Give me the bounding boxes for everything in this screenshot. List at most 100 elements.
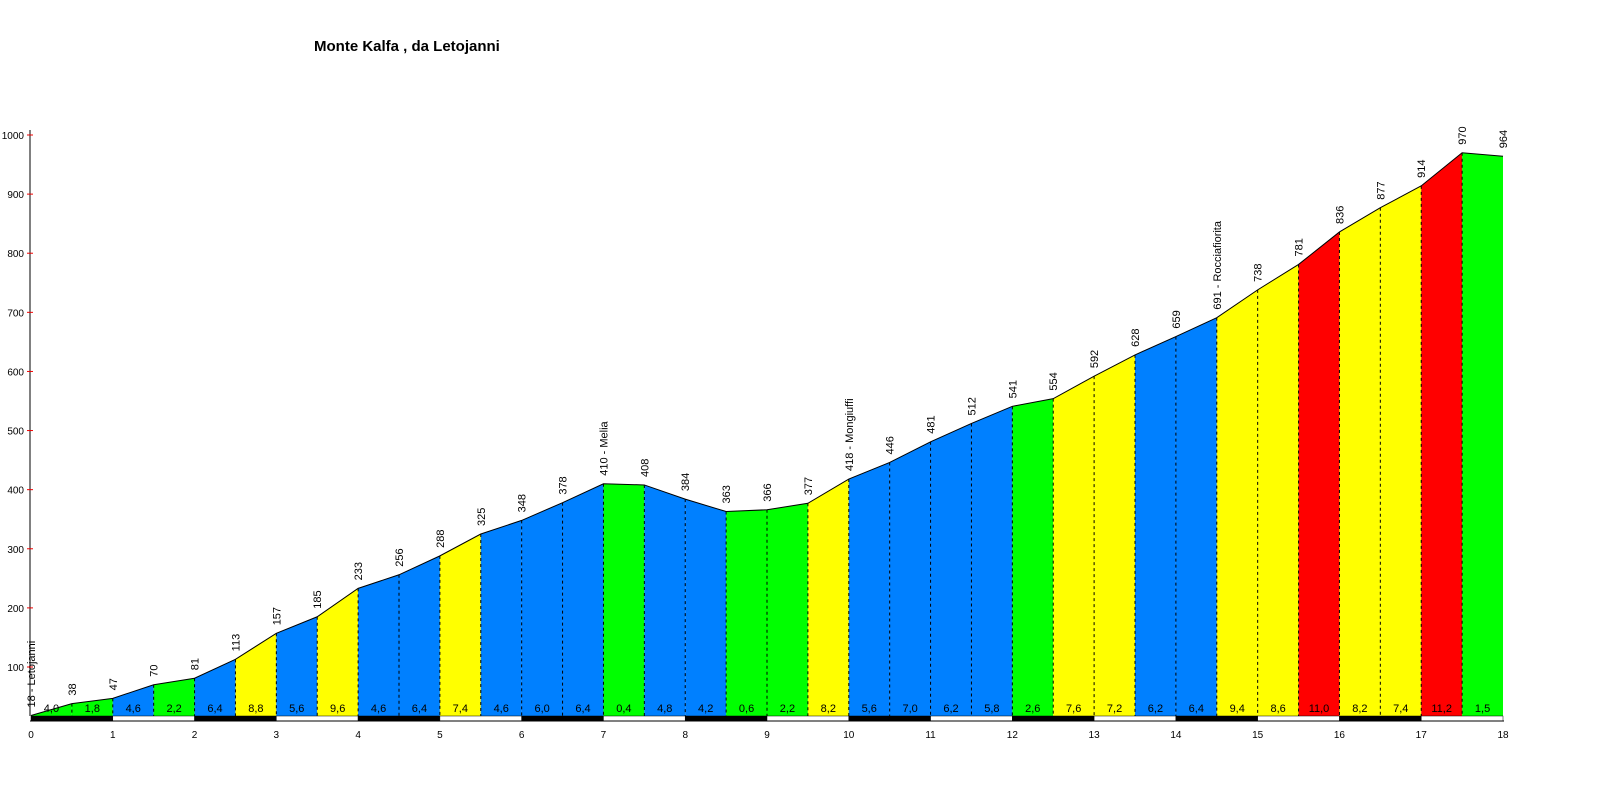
gradient-label: 11,0 bbox=[1309, 703, 1330, 715]
profile-segment bbox=[1012, 398, 1054, 716]
elevation-label: 256 bbox=[394, 548, 406, 566]
km-strip bbox=[521, 715, 604, 722]
elevation-label: 836 bbox=[1334, 206, 1346, 224]
km-strip bbox=[194, 715, 277, 722]
x-tick-label: 5 bbox=[437, 730, 443, 741]
elevation-label: 481 bbox=[926, 415, 938, 433]
y-tick-label: 300 bbox=[7, 545, 24, 556]
profile-segment bbox=[399, 555, 440, 716]
gradient-label: 5,8 bbox=[984, 703, 999, 715]
km-strip bbox=[112, 715, 195, 722]
km-strip bbox=[684, 715, 768, 722]
x-tick-label: 8 bbox=[682, 730, 688, 741]
y-tick-label: 200 bbox=[7, 604, 24, 615]
elevation-label: 185 bbox=[312, 590, 324, 608]
km-strip bbox=[1012, 715, 1095, 722]
km-strip bbox=[848, 715, 931, 722]
profile-segment bbox=[521, 502, 563, 716]
elevation-label: 592 bbox=[1089, 350, 1101, 368]
gradient-label: 6,4 bbox=[207, 703, 222, 715]
km-strip bbox=[1420, 715, 1504, 722]
x-tick-label: 13 bbox=[1089, 730, 1101, 741]
gradient-label: 4,6 bbox=[126, 703, 141, 715]
km-strip bbox=[357, 715, 441, 722]
profile-segment bbox=[1094, 354, 1135, 716]
profile-line bbox=[30, 152, 1504, 716]
y-tick-label: 1000 bbox=[2, 131, 25, 142]
profile-segment bbox=[480, 520, 522, 716]
km-strip bbox=[766, 715, 850, 722]
profile-segment bbox=[1053, 376, 1095, 716]
y-tick-label: 900 bbox=[7, 190, 24, 201]
elevation-label: 446 bbox=[885, 436, 897, 454]
profile-segment bbox=[767, 503, 808, 716]
x-tick-label: 10 bbox=[843, 730, 855, 741]
profile-segment bbox=[1135, 336, 1176, 716]
elevation-label: 410 - Melia bbox=[598, 420, 610, 475]
elevation-label: 877 bbox=[1375, 181, 1387, 199]
x-tick-label: 11 bbox=[925, 730, 936, 741]
gradient-label: 6,2 bbox=[1148, 703, 1163, 715]
km-strip bbox=[1175, 715, 1258, 722]
elevation-label: 964 bbox=[1498, 130, 1510, 148]
gradient-label: 7,0 bbox=[902, 703, 917, 715]
x-tick-label: 3 bbox=[274, 730, 280, 741]
profile-segment bbox=[562, 483, 604, 716]
elevation-label: 512 bbox=[966, 397, 978, 415]
elevation-label: 541 bbox=[1007, 380, 1019, 398]
km-strip bbox=[30, 715, 114, 722]
gradient-label: 0,4 bbox=[616, 703, 631, 715]
elevation-label: 363 bbox=[721, 485, 733, 503]
gradient-label: 6,2 bbox=[943, 703, 958, 715]
gradient-label: 5,6 bbox=[289, 703, 304, 715]
km-strip bbox=[603, 715, 686, 722]
gradient-label: 2,6 bbox=[1025, 703, 1040, 715]
gradient-label: 9,6 bbox=[330, 703, 345, 715]
y-tick-label: 500 bbox=[7, 427, 24, 438]
elevation-label: 233 bbox=[353, 562, 365, 580]
elevation-label: 18 - Letojanni bbox=[26, 641, 38, 708]
elevation-label: 378 bbox=[558, 476, 570, 494]
elevation-label: 970 bbox=[1457, 126, 1469, 144]
gradient-label: 4,0 bbox=[44, 703, 59, 715]
elevation-label: 157 bbox=[271, 607, 283, 625]
km-strip bbox=[276, 715, 359, 722]
profile-segment bbox=[153, 678, 195, 716]
elevation-label: 418 - Mongiuffi bbox=[844, 398, 856, 471]
x-tick-label: 2 bbox=[192, 730, 198, 741]
x-tick-label: 7 bbox=[601, 730, 607, 741]
elevation-label: 325 bbox=[476, 508, 488, 526]
x-tick-label: 1 bbox=[110, 730, 116, 741]
km-strip bbox=[930, 715, 1013, 722]
gradient-label: 6,4 bbox=[1189, 703, 1204, 715]
profile-segment bbox=[194, 659, 236, 716]
y-tick-label: 800 bbox=[7, 249, 24, 260]
profile-segment bbox=[644, 484, 686, 716]
gradient-label: 8,2 bbox=[1352, 703, 1367, 715]
profile-segment bbox=[1257, 264, 1299, 716]
gradient-label: 6,4 bbox=[575, 703, 590, 715]
profile-segment bbox=[889, 441, 931, 716]
gradient-label: 7,6 bbox=[1066, 703, 1081, 715]
gradient-label: 4,6 bbox=[371, 703, 386, 715]
profile-segment bbox=[848, 462, 890, 716]
x-tick-label: 15 bbox=[1252, 730, 1264, 741]
km-strip bbox=[1257, 715, 1340, 722]
gradient-label: 6,4 bbox=[412, 703, 427, 715]
profile-segment bbox=[726, 509, 767, 716]
elevation-label: 348 bbox=[517, 494, 529, 512]
elevation-label: 628 bbox=[1130, 329, 1142, 347]
gradient-label: 8,2 bbox=[821, 703, 836, 715]
profile-segment bbox=[807, 479, 849, 716]
elevation-label: 659 bbox=[1171, 310, 1183, 328]
elevation-label: 377 bbox=[803, 477, 815, 495]
y-tick-label: 600 bbox=[7, 367, 24, 378]
x-tick-label: 9 bbox=[764, 730, 770, 741]
gradient-label: 7,4 bbox=[1393, 703, 1408, 715]
gradient-label: 7,4 bbox=[453, 703, 468, 715]
elevation-label: 384 bbox=[680, 473, 692, 491]
gradient-label: 11,2 bbox=[1431, 703, 1452, 715]
y-tick-label: 400 bbox=[7, 486, 24, 497]
x-tick-label: 4 bbox=[355, 730, 361, 741]
